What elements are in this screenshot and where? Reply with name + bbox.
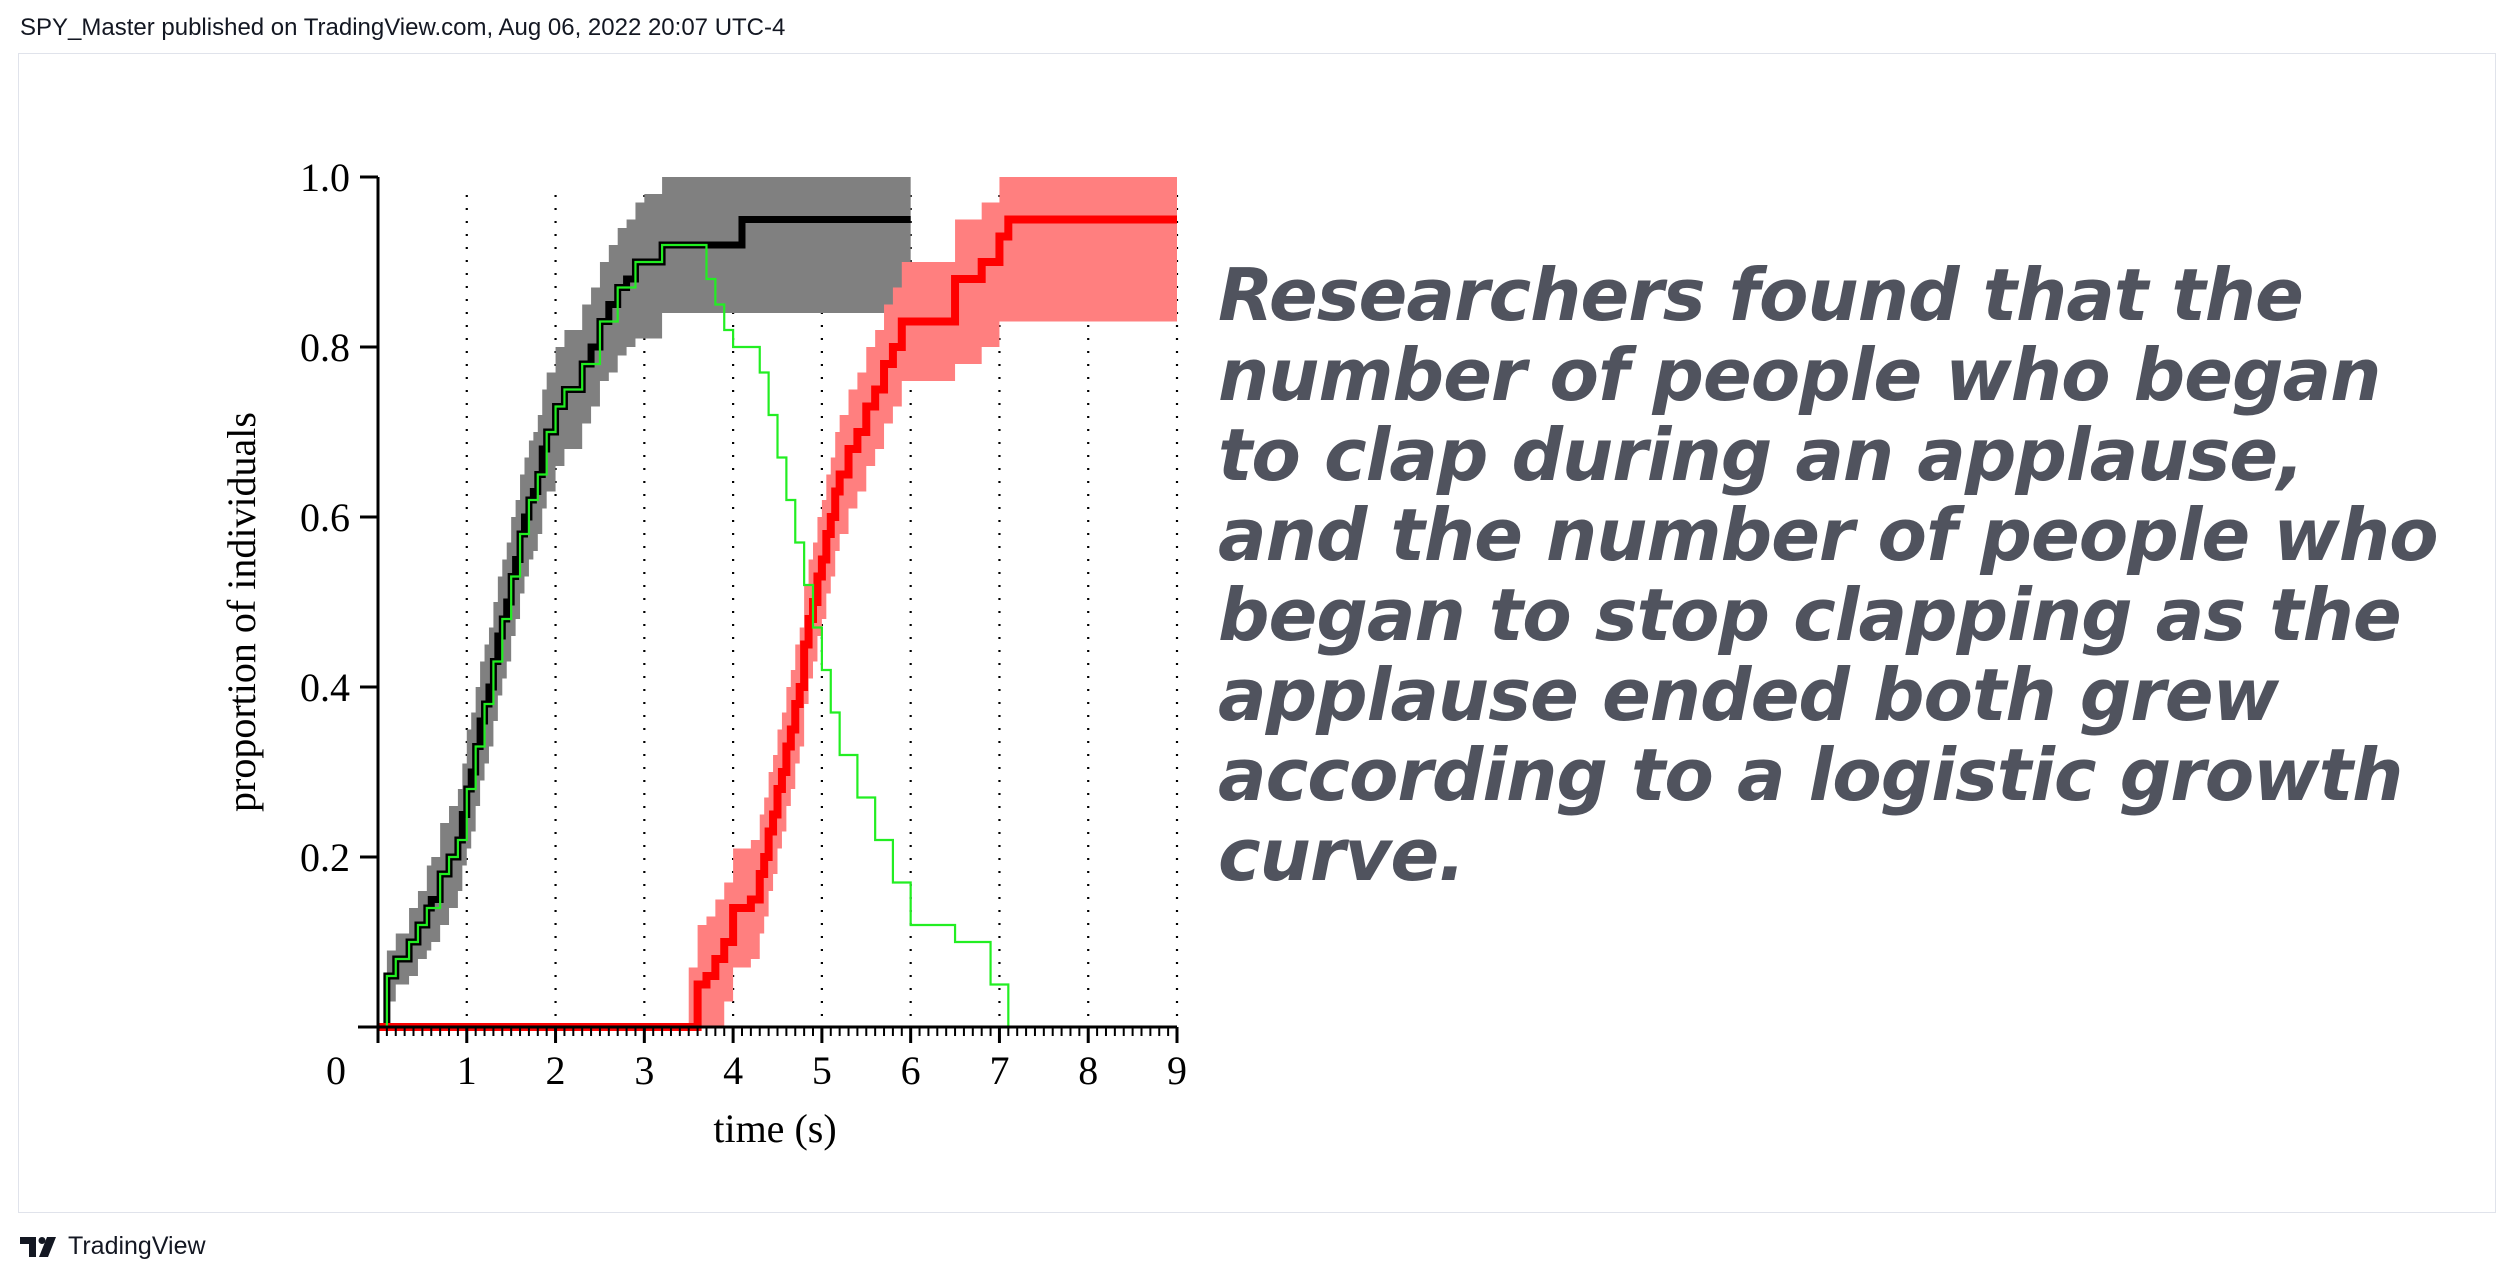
x-tick-label: 8 xyxy=(1078,1048,1098,1093)
y-tick-label: 1.0 xyxy=(300,155,350,200)
x-tick-label: 7 xyxy=(989,1048,1009,1093)
x-tick-label: 1 xyxy=(457,1048,477,1093)
x-tick-label: 4 xyxy=(723,1048,743,1093)
footer-brand[interactable]: TradingView xyxy=(20,1232,206,1261)
x-tick-label: 3 xyxy=(634,1048,654,1093)
series-lines xyxy=(378,215,1177,1031)
x-tick-label: 2 xyxy=(546,1048,566,1093)
tradingview-logo-icon xyxy=(20,1236,60,1257)
x-tick-label: 0 xyxy=(326,1048,346,1093)
stop-confidence-band xyxy=(378,177,1177,1027)
publication-header: SPY_Master published on TradingView.com,… xyxy=(20,14,786,41)
x-tick-label: 6 xyxy=(901,1048,921,1093)
axes: 0.2 0.4 0.6 0.8 1.0 0 1 2 3 4 5 6 7 8 9 xyxy=(300,155,1187,1093)
y-tick-label: 0.4 xyxy=(300,665,350,710)
start-confidence-band xyxy=(378,177,911,1027)
chart-frame xyxy=(18,53,2496,1213)
y-tick-label: 0.8 xyxy=(300,325,350,370)
x-axis-label: time (s) xyxy=(713,1106,836,1151)
footer-brand-label: TradingView xyxy=(68,1232,206,1260)
y-tick-label: 0.6 xyxy=(300,495,350,540)
difference-line xyxy=(378,243,1177,1029)
confidence-bands xyxy=(378,177,1177,1027)
x-tick-label: 5 xyxy=(812,1048,832,1093)
x-tick-label: 9 xyxy=(1167,1048,1187,1093)
y-axis-label: proportion of individuals xyxy=(219,412,264,812)
headline-text: Researchers found that the number of peo… xyxy=(1218,253,2439,897)
y-tick-label: 0.2 xyxy=(300,835,350,880)
